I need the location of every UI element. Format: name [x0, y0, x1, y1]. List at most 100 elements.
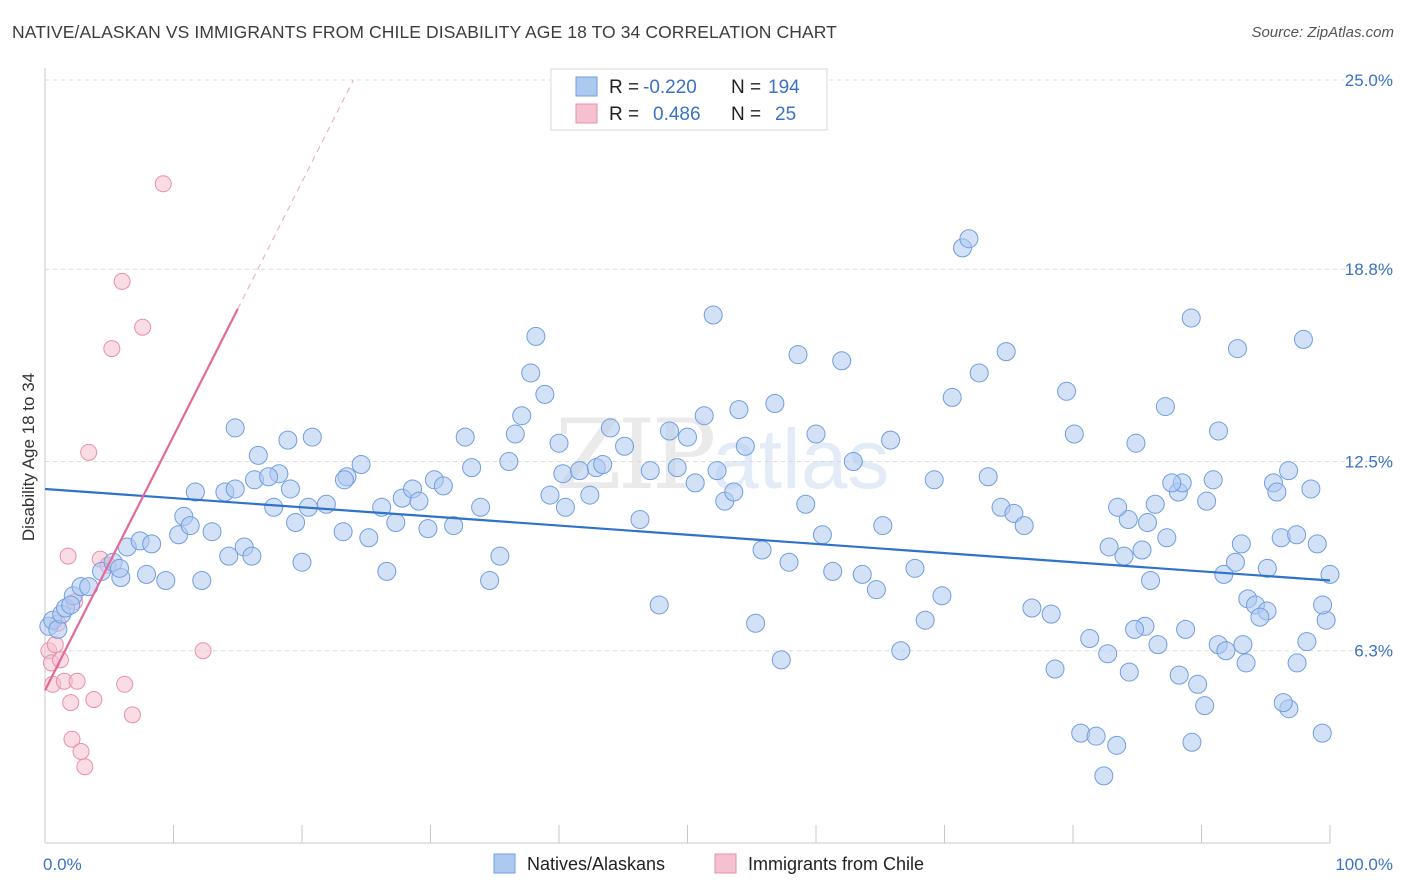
legend-r-label-2: R =	[609, 104, 639, 125]
chile-trend-line	[44, 308, 239, 691]
native-point	[580, 485, 600, 505]
native-point	[553, 464, 573, 484]
native-point	[615, 436, 635, 456]
native-point	[729, 400, 749, 420]
native-point	[765, 394, 785, 414]
native-point	[1114, 546, 1134, 566]
y-axis-label: Disability Age 18 to 34	[19, 373, 38, 541]
native-point	[444, 516, 464, 536]
native-point	[555, 497, 575, 517]
native-point	[1257, 558, 1277, 578]
native-point	[1271, 528, 1291, 548]
chile-point	[68, 672, 86, 690]
native-point	[640, 461, 660, 481]
legend-swatch-native	[575, 76, 598, 97]
x-tick-label-1: 100.0%	[1335, 855, 1393, 874]
native-point	[1155, 397, 1175, 417]
native-point	[505, 424, 525, 444]
native-point	[678, 427, 697, 447]
native-point	[1236, 653, 1256, 673]
chile-point	[59, 547, 77, 565]
native-point	[1125, 619, 1145, 639]
native-point	[1064, 424, 1084, 444]
native-point	[852, 564, 872, 584]
native-point	[1312, 723, 1332, 743]
native-point	[278, 430, 298, 450]
native-point	[1279, 461, 1299, 481]
axes	[44, 68, 1331, 844]
y-tick-labels: 6.3% 12.5% 18.8% 25.0%	[1345, 71, 1393, 661]
chile-point	[63, 730, 81, 748]
native-point	[1225, 552, 1245, 572]
native-point	[1313, 595, 1333, 615]
native-point	[932, 586, 952, 606]
native-point	[1307, 534, 1327, 554]
legend-n-value-1: 194	[768, 77, 800, 98]
native-point	[915, 610, 935, 630]
native-point	[61, 595, 81, 615]
native-point	[1197, 491, 1217, 511]
native-point	[779, 552, 799, 572]
y-tick-label-2: 18.8%	[1345, 260, 1393, 279]
native-point	[630, 509, 650, 529]
native-point	[806, 424, 826, 444]
native-point	[1273, 693, 1293, 713]
bottom-legend-swatch-chile	[714, 853, 737, 874]
y-tick-label-1: 12.5%	[1345, 453, 1393, 472]
native-point	[1071, 723, 1091, 743]
native-point	[549, 433, 569, 453]
native-point	[707, 461, 727, 481]
x-tick-label-0: 0.0%	[43, 855, 82, 874]
native-point	[1301, 479, 1321, 499]
native-point	[1182, 732, 1202, 752]
native-point	[219, 546, 239, 566]
native-point	[694, 406, 714, 426]
native-point	[1176, 619, 1196, 639]
native-point	[1216, 641, 1236, 661]
native-point	[823, 561, 843, 581]
native-point	[334, 470, 354, 490]
native-point	[1086, 726, 1106, 746]
native-point	[752, 540, 772, 560]
native-point	[1057, 381, 1077, 401]
chile-point	[134, 318, 152, 336]
native-point	[202, 522, 222, 542]
native-point	[110, 558, 130, 578]
native-point	[978, 467, 998, 487]
native-point	[593, 455, 613, 475]
native-point	[1231, 534, 1251, 554]
y-tick-label-3: 25.0%	[1345, 71, 1393, 90]
native-trend-line	[44, 487, 1331, 582]
native-point	[1126, 433, 1146, 453]
native-point	[1141, 571, 1161, 591]
native-point	[248, 445, 268, 465]
native-point	[873, 516, 893, 536]
native-point	[832, 351, 852, 371]
watermark-zip: ZIP	[555, 399, 714, 511]
native-point	[866, 580, 886, 600]
native-point	[788, 345, 808, 365]
native-point	[1287, 525, 1307, 545]
native-points	[39, 229, 1340, 786]
native-point	[1041, 604, 1061, 624]
source-label: Source: ZipAtlas.com	[1251, 24, 1394, 41]
native-point	[1022, 598, 1042, 618]
native-point	[302, 427, 322, 447]
bottom-legend: Natives/Alaskans Immigrants from Chile	[493, 853, 924, 874]
native-point	[1233, 635, 1253, 655]
native-point	[1297, 632, 1317, 652]
native-point	[499, 452, 519, 471]
native-point	[771, 650, 791, 670]
native-point	[1203, 470, 1223, 490]
legend-r-value-1: -0.220	[643, 77, 697, 98]
native-point	[1195, 696, 1215, 716]
chile-point	[72, 742, 90, 760]
native-point	[1181, 308, 1201, 328]
legend-n-value-2: 25	[775, 104, 796, 125]
chile-point	[76, 758, 94, 776]
native-point	[959, 229, 979, 249]
native-point	[660, 421, 680, 441]
native-point	[746, 613, 766, 633]
native-point	[280, 479, 300, 499]
